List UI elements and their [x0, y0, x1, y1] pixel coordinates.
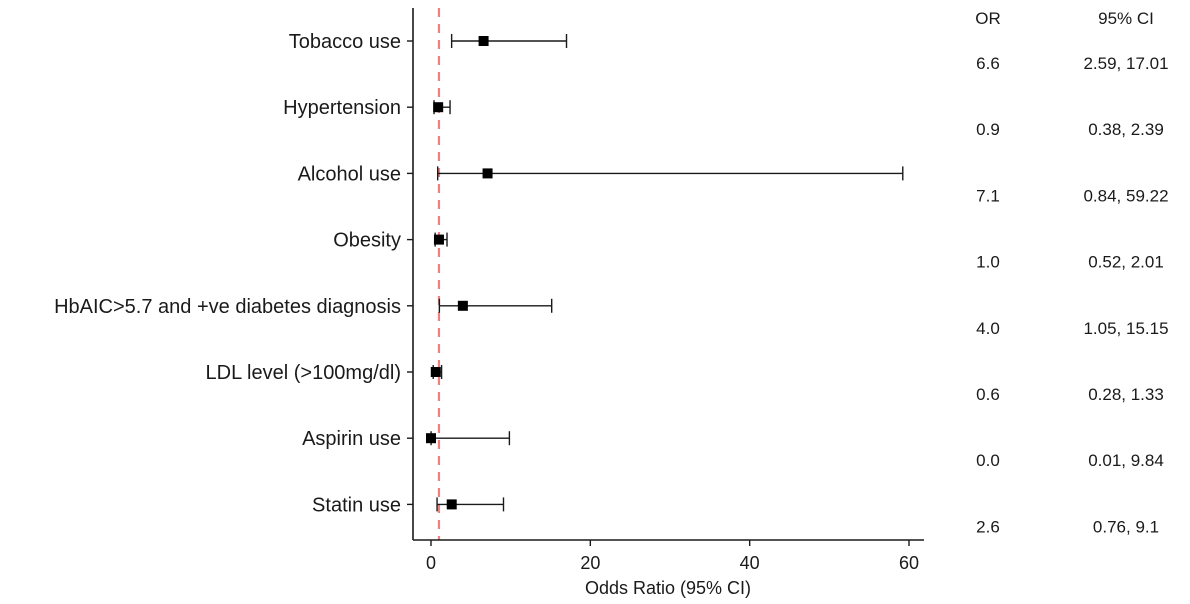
row-label: Tobacco use: [289, 31, 401, 53]
x-axis-title: Odds Ratio (95% CI): [585, 578, 751, 598]
axes: [412, 8, 924, 541]
or-marker: [426, 433, 436, 444]
or-value: 0.6: [976, 385, 1000, 404]
or-marker: [433, 234, 444, 245]
or-value: 6.6: [976, 54, 1000, 73]
or-marker: [433, 102, 444, 113]
rows: Tobacco use Hypertension Alcohol use Obesit…: [54, 31, 904, 516]
or-value: 0.0: [976, 451, 1000, 470]
or-value: 7.1: [976, 186, 1000, 205]
forest-row: LDL level (>100mg/dl): [206, 362, 443, 384]
table-header-ci: 95% CI: [1098, 9, 1154, 28]
x-tick-label: 40: [740, 553, 760, 573]
ci-value: 0.28, 1.33: [1088, 385, 1164, 404]
row-label: Aspirin use: [302, 428, 401, 450]
or-marker: [457, 300, 468, 311]
x-tick-label: 0: [426, 553, 436, 573]
or-value: 0.9: [976, 120, 1000, 139]
ci-value: 0.84, 59.22: [1083, 186, 1168, 205]
or-marker: [482, 168, 493, 179]
or-value: 2.6: [976, 517, 1000, 536]
or-value: 1.0: [976, 253, 1000, 272]
forest-row: Alcohol use: [298, 163, 904, 185]
or-marker: [478, 36, 489, 46]
table-header-or: OR: [975, 9, 1001, 28]
or-marker: [446, 499, 457, 510]
row-label: Hypertension: [283, 97, 401, 119]
forest-row: Aspirin use: [302, 428, 511, 450]
x-tick-label: 20: [580, 553, 600, 573]
row-label: LDL level (>100mg/dl): [206, 362, 401, 384]
forest-row: HbAIC>5.7 and +ve diabetes diagnosis: [54, 296, 553, 318]
ci-value: 2.59, 17.01: [1083, 54, 1168, 73]
row-label: Statin use: [312, 494, 401, 516]
row-label: HbAIC>5.7 and +ve diabetes diagnosis: [54, 296, 401, 318]
ci-value: 0.38, 2.39: [1088, 120, 1164, 139]
or-value: 4.0: [976, 319, 1000, 338]
ci-value: 1.05, 15.15: [1083, 319, 1168, 338]
forest-row: Obesity: [333, 230, 448, 252]
ci-value: 0.76, 9.1: [1093, 517, 1159, 536]
row-label: Alcohol use: [298, 163, 401, 185]
x-ticks: 0 20 40 60: [426, 540, 919, 573]
forest-row: Statin use: [312, 494, 505, 516]
estimate-table: OR 95% CI 6.6 2.59, 17.01 0.9 0.38, 2.39 7.1…: [975, 9, 1168, 536]
row-label: Obesity: [333, 230, 401, 252]
forest-row: Tobacco use: [289, 31, 568, 53]
x-tick-label: 60: [899, 553, 919, 573]
forest-row: Hypertension: [283, 97, 451, 119]
ci-value: 0.52, 2.01: [1088, 253, 1164, 272]
ci-value: 0.01, 9.84: [1088, 451, 1164, 470]
or-marker: [430, 367, 441, 377]
